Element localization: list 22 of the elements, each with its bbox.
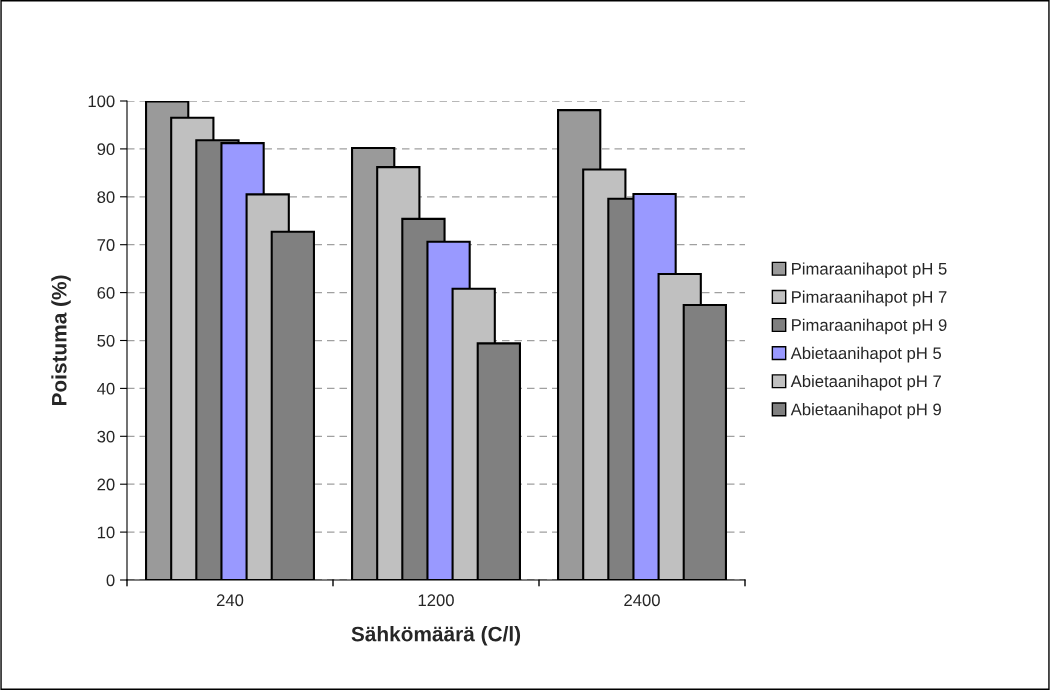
y-tick-label: 70 xyxy=(97,239,115,251)
y-axis-title: Poistuma (%) xyxy=(51,275,71,406)
y-tick-label: 10 xyxy=(97,526,115,539)
y-tick-label: 0 xyxy=(106,574,115,587)
y-tick-label: 30 xyxy=(97,430,115,443)
y-tick-label: 60 xyxy=(97,287,115,299)
legend-label: Pimaraanihapot pH 9 xyxy=(792,318,947,335)
legend-label: Pimaraanihapot pH 5 xyxy=(792,262,947,278)
x-axis-title: Sähkömäärä (C/l) xyxy=(351,626,521,646)
legend-label: Abietaanihapot pH 7 xyxy=(790,374,941,391)
y-tick-label: 80 xyxy=(97,191,115,203)
x-tick-label: 240 xyxy=(216,594,244,607)
y-tick-label: 50 xyxy=(97,334,115,347)
legend-label: Abietaanihapot pH 5 xyxy=(790,346,942,363)
y-tick-label: 100 xyxy=(88,95,115,108)
x-tick-label: 2400 xyxy=(624,594,660,607)
legend-label: Abietaanihapot pH 9 xyxy=(790,403,941,419)
y-tick-label: 90 xyxy=(97,143,115,156)
y-tick-label: 40 xyxy=(97,382,115,395)
x-tick-label: 1200 xyxy=(418,594,454,607)
legend-label: Pimaraanihapot pH 7 xyxy=(792,290,947,307)
y-tick-label: 20 xyxy=(97,478,115,491)
